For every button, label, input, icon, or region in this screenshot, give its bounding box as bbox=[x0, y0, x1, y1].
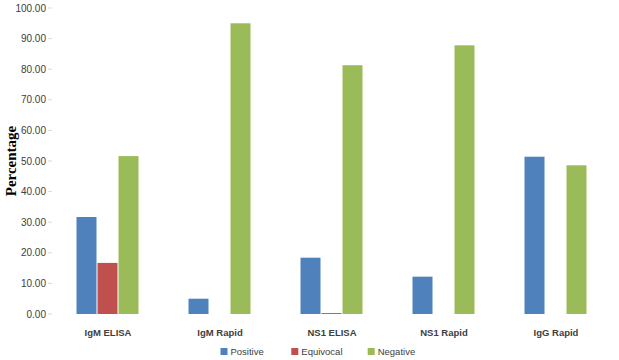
bar bbox=[98, 263, 118, 314]
bar bbox=[546, 314, 566, 315]
y-tick bbox=[48, 191, 52, 192]
bars bbox=[77, 23, 587, 314]
y-tick-label: 100.00 bbox=[15, 3, 46, 14]
x-tick-label: IgM Rapid bbox=[197, 327, 243, 338]
x-tick-label: IgG Rapid bbox=[534, 327, 579, 338]
legend-label: Equivocal bbox=[301, 346, 342, 357]
legend-label: Positive bbox=[231, 346, 264, 357]
x-tick-label: IgM ELISA bbox=[85, 327, 132, 338]
y-tick-label: 40.00 bbox=[21, 186, 46, 197]
bar bbox=[343, 65, 363, 314]
chart-container: 0.00 10.00 20.00 30.00 40.00 50.00 60.00 70.00 8… bbox=[0, 0, 619, 360]
legend-swatch bbox=[368, 348, 375, 355]
chart: 0.00 10.00 20.00 30.00 40.00 50.00 60.00 70.00 8… bbox=[0, 0, 619, 360]
legend: Positive Equivocal Negative bbox=[221, 346, 416, 357]
y-tick bbox=[48, 283, 52, 284]
y-tick bbox=[48, 99, 52, 100]
legend-swatch bbox=[221, 348, 228, 355]
x-tick-label: NS1 ELISA bbox=[307, 327, 356, 338]
y-tick-label: 80.00 bbox=[21, 64, 46, 75]
y-tick-label: 20.00 bbox=[21, 247, 46, 258]
y-tick bbox=[48, 130, 52, 131]
y-tick-label: 30.00 bbox=[21, 217, 46, 228]
bar bbox=[189, 299, 209, 314]
y-tick-label: 70.00 bbox=[21, 94, 46, 105]
y-tick bbox=[48, 69, 52, 70]
legend-swatch bbox=[291, 348, 298, 355]
y-axis-label: Percentage bbox=[3, 125, 19, 196]
bar bbox=[455, 45, 475, 314]
y-tick bbox=[48, 314, 52, 315]
bar bbox=[231, 23, 251, 314]
y-tick bbox=[48, 222, 52, 223]
y-tick-label: 50.00 bbox=[21, 156, 46, 167]
bar bbox=[322, 313, 342, 314]
y-tick bbox=[48, 8, 52, 9]
bar bbox=[413, 277, 433, 314]
legend-label: Negative bbox=[378, 346, 416, 357]
y-tick bbox=[48, 38, 52, 39]
bar bbox=[301, 258, 321, 314]
y-tick bbox=[48, 252, 52, 253]
x-tick-label: NS1 Rapid bbox=[420, 327, 468, 338]
bar bbox=[567, 165, 587, 314]
bar bbox=[119, 156, 139, 314]
y-tick-label: 0.00 bbox=[27, 309, 47, 320]
y-tick bbox=[48, 161, 52, 162]
y-tick-label: 90.00 bbox=[21, 33, 46, 44]
bar bbox=[210, 314, 230, 315]
bar bbox=[525, 157, 545, 314]
y-tick-label: 60.00 bbox=[21, 125, 46, 136]
bar bbox=[434, 314, 454, 315]
bar bbox=[77, 217, 97, 314]
y-tick-label: 10.00 bbox=[21, 278, 46, 289]
